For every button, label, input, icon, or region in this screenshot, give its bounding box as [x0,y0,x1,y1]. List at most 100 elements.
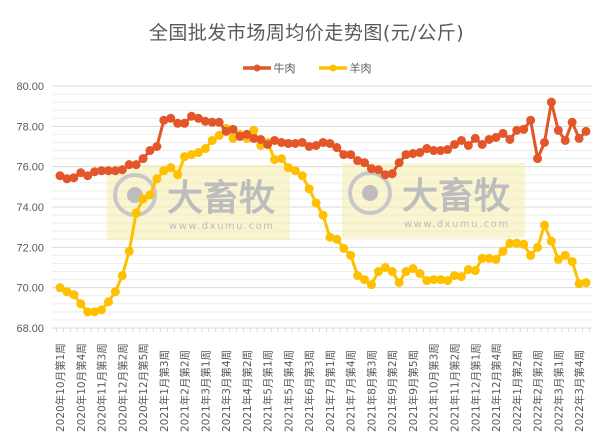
data-point[interactable] [55,283,65,293]
data-point[interactable] [394,158,404,168]
data-point[interactable] [450,271,459,281]
data-point[interactable] [207,117,217,127]
legend-item-beef[interactable]: 牛肉 [242,60,296,76]
data-point[interactable] [173,118,183,128]
data-point[interactable] [283,163,293,173]
data-point[interactable] [380,263,390,272]
data-point[interactable] [180,152,190,162]
data-point[interactable] [519,124,529,134]
data-point[interactable] [539,220,549,230]
data-point[interactable] [228,133,238,143]
data-point[interactable] [567,256,577,266]
data-point[interactable] [124,160,134,170]
data-point[interactable] [477,253,487,263]
data-point[interactable] [62,287,72,297]
data-point[interactable] [546,97,556,107]
data-point[interactable] [117,165,127,175]
data-point[interactable] [505,238,515,248]
data-point[interactable] [159,166,169,176]
data-point[interactable] [373,165,383,175]
data-point[interactable] [366,164,376,174]
data-point[interactable] [304,142,314,151]
data-point[interactable] [200,116,210,126]
data-point[interactable] [166,163,176,173]
data-point[interactable] [103,297,113,307]
data-point[interactable] [498,246,508,256]
data-point[interactable] [69,290,79,300]
data-point[interactable] [443,145,453,155]
data-point[interactable] [546,236,556,246]
data-point[interactable] [470,133,480,143]
data-point[interactable] [200,144,210,154]
data-point[interactable] [463,265,473,275]
data-point[interactable] [574,279,584,289]
data-point[interactable] [166,113,176,123]
data-point[interactable] [249,133,259,143]
data-point[interactable] [408,264,418,274]
data-point[interactable] [318,210,328,220]
data-point[interactable] [491,132,501,142]
data-point[interactable] [373,267,383,277]
data-point[interactable] [318,137,328,147]
data-point[interactable] [325,138,335,148]
data-point[interactable] [387,169,397,179]
data-point[interactable] [332,234,342,244]
data-point[interactable] [145,190,155,200]
data-point[interactable] [76,168,86,178]
data-point[interactable] [249,125,259,135]
data-point[interactable] [512,238,522,248]
data-point[interactable] [526,115,536,125]
data-point[interactable] [484,253,494,263]
data-point[interactable] [429,146,439,156]
data-point[interactable] [456,272,466,282]
data-point[interactable] [463,140,473,150]
data-point[interactable] [325,232,335,242]
data-point[interactable] [581,278,591,288]
data-point[interactable] [366,280,376,290]
data-point[interactable] [304,184,314,194]
data-point[interactable] [110,166,120,176]
data-point[interactable] [90,307,100,317]
data-point[interactable] [221,126,231,136]
data-point[interactable] [339,243,349,253]
data-point[interactable] [339,150,349,160]
data-point[interactable] [297,171,307,181]
data-point[interactable] [484,134,494,144]
data-point[interactable] [387,267,397,277]
data-point[interactable] [276,154,286,164]
data-point[interactable] [97,305,107,315]
data-point[interactable] [401,150,411,160]
data-point[interactable] [311,140,321,150]
data-point[interactable] [256,134,266,144]
data-point[interactable] [131,160,141,170]
data-point[interactable] [429,275,439,285]
data-point[interactable] [138,194,148,204]
data-point[interactable] [173,170,183,180]
data-point[interactable] [297,137,307,147]
data-point[interactable] [470,266,480,276]
data-point[interactable] [193,148,203,158]
data-point[interactable] [512,125,522,135]
data-point[interactable] [55,171,65,181]
data-point[interactable] [477,139,487,149]
data-point[interactable] [394,278,404,288]
data-point[interactable] [290,138,300,148]
data-point[interactable] [491,254,501,264]
data-point[interactable] [214,117,224,127]
data-point[interactable] [207,135,217,145]
data-point[interactable] [415,148,425,158]
data-point[interactable] [408,149,418,159]
data-point[interactable] [380,170,390,180]
data-point[interactable] [526,250,536,260]
data-point[interactable] [401,267,411,277]
data-point[interactable] [560,250,570,260]
data-point[interactable] [436,275,446,285]
legend-item-mutton[interactable]: 羊肉 [318,60,372,76]
data-point[interactable] [415,269,425,279]
data-point[interactable] [533,154,543,164]
data-point[interactable] [290,166,300,176]
data-point[interactable] [533,242,543,252]
data-point[interactable] [103,166,113,176]
data-point[interactable] [235,131,245,141]
data-point[interactable] [138,154,148,164]
